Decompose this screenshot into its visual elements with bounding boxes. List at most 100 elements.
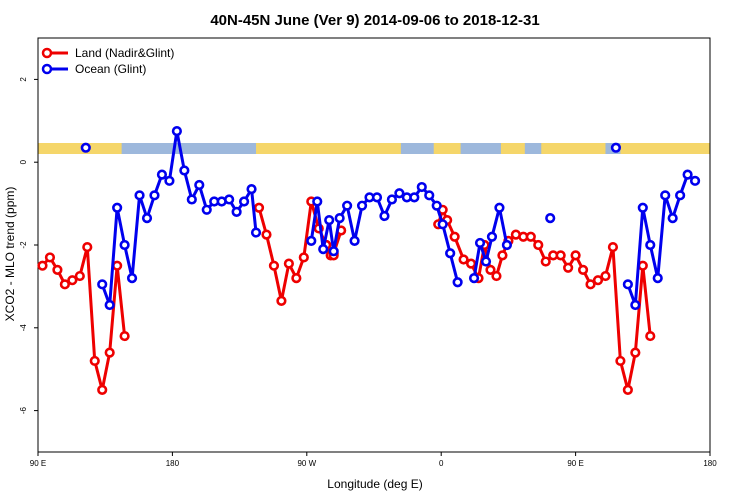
data-point-ocean: [342, 200, 353, 211]
data-point-ocean: [104, 299, 115, 311]
data-point-land: [82, 241, 93, 253]
data-point-land: [59, 279, 70, 290]
data-point-ocean: [474, 237, 486, 249]
map-strip-land: [620, 143, 710, 154]
x-tick-label: 180: [166, 459, 180, 468]
data-point-ocean: [682, 169, 693, 180]
data-point-ocean: [652, 273, 663, 284]
data-point-ocean: [480, 256, 492, 267]
data-point-ocean: [667, 212, 678, 224]
data-point-ocean: [246, 184, 257, 195]
data-point-ocean: [119, 239, 130, 251]
data-point-ocean: [231, 206, 242, 217]
data-point-land: [298, 252, 309, 263]
map-strip-land: [433, 143, 461, 154]
data-point-land: [570, 250, 581, 261]
x-axis-label: Longitude (deg E): [327, 477, 422, 491]
data-point-land: [283, 258, 294, 269]
data-point-land: [112, 260, 123, 271]
data-point-ocean: [452, 277, 463, 288]
data-point-ocean: [431, 200, 442, 211]
data-point-ocean: [149, 190, 160, 201]
data-point-land: [97, 384, 108, 396]
data-point-land: [630, 347, 641, 358]
data-point-land: [458, 254, 469, 265]
x-tick-label: 180: [703, 459, 717, 468]
data-point-ocean: [637, 202, 648, 213]
data-point-ocean: [437, 219, 448, 230]
data-point-land: [291, 273, 302, 284]
data-point-ocean: [250, 227, 262, 238]
chart-title: 40N-45N June (Ver 9) 2014-09-06 to 2018-…: [210, 12, 539, 29]
data-point-land: [497, 250, 508, 261]
data-point-ocean: [386, 194, 398, 205]
data-point-land: [104, 347, 115, 358]
data-point-land: [645, 330, 656, 342]
data-point-ocean: [186, 194, 197, 205]
data-point-ocean: [622, 279, 633, 290]
data-point-ocean: [164, 175, 175, 186]
data-point-ocean: [156, 169, 168, 180]
data-point-ocean: [306, 235, 317, 246]
data-point-ocean: [318, 244, 329, 255]
data-point-land: [465, 258, 477, 269]
data-point-land: [585, 279, 596, 290]
data-point-ocean: [224, 194, 235, 205]
x-tick-label: 0: [439, 459, 444, 468]
data-point-ocean: [545, 212, 556, 224]
data-point-land: [525, 231, 536, 242]
data-point-land: [533, 239, 544, 251]
data-point-ocean: [501, 239, 513, 251]
series-line-ocean: [100, 129, 258, 307]
x-axis: 90 E 180 90 W 0 90 E 180: [30, 452, 717, 468]
data-point-ocean: [394, 188, 405, 199]
data-point-land: [119, 330, 130, 342]
map-strip-land: [256, 143, 401, 154]
data-point-ocean: [468, 273, 480, 284]
legend-land-marker: [41, 47, 53, 59]
data-point-land: [600, 270, 611, 282]
series-ocean: [80, 126, 701, 311]
data-point-ocean: [324, 215, 335, 226]
data-point-ocean: [112, 202, 123, 213]
data-point-ocean: [141, 212, 153, 224]
data-point-ocean: [675, 190, 686, 201]
y-tick-label: 0: [19, 159, 28, 164]
data-point-ocean: [610, 142, 622, 153]
data-point-land: [67, 275, 78, 286]
data-point-ocean: [445, 248, 456, 259]
data-point-land: [449, 231, 460, 242]
y-tick-label: -4: [19, 324, 28, 332]
data-point-land: [276, 295, 287, 306]
data-point-ocean: [194, 179, 205, 191]
data-point-ocean: [349, 235, 360, 246]
data-point-land: [253, 202, 265, 213]
data-point-land: [491, 270, 502, 282]
data-point-land: [577, 264, 589, 275]
y-tick-label: -2: [19, 241, 28, 249]
y-tick-label: -6: [19, 406, 28, 414]
data-point-ocean: [171, 126, 182, 137]
data-point-ocean: [328, 246, 339, 257]
data-point-land: [37, 260, 48, 271]
data-point-land: [44, 252, 56, 263]
data-point-land: [555, 250, 566, 261]
data-point-ocean: [660, 190, 671, 201]
data-point-ocean: [179, 165, 190, 176]
data-point-ocean: [689, 175, 701, 186]
legend-land-label: Land (Nadir&Glint): [75, 46, 174, 60]
data-point-land: [74, 270, 85, 282]
data-point-land: [268, 260, 280, 271]
map-strip-land: [500, 143, 525, 154]
map-strip-land: [541, 143, 606, 154]
data-point-land: [637, 260, 648, 271]
data-point-land: [52, 264, 63, 275]
data-point-ocean: [424, 190, 435, 201]
data-point-land: [89, 355, 100, 367]
data-point-ocean: [201, 204, 212, 215]
data-point-land: [607, 241, 619, 253]
data-point-ocean: [356, 200, 368, 211]
data-point-ocean: [371, 192, 383, 203]
data-point-land: [261, 229, 272, 240]
